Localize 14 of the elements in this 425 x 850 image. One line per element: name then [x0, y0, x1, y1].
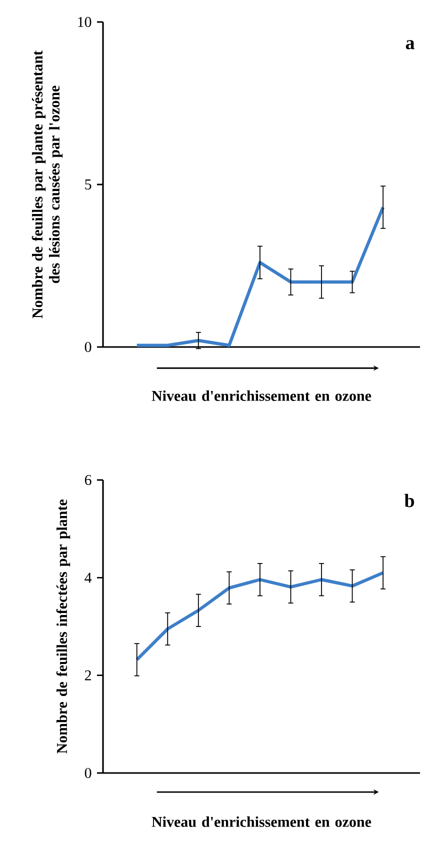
y-tick-label: 2 [84, 670, 91, 680]
line-series [135, 571, 385, 662]
annotation: a [406, 40, 415, 50]
y-tick-label: 0 [84, 342, 92, 352]
x-axis-title: Niveau d'enrichissement en ozone [152, 390, 372, 401]
y-axis-title: Nombre de feuilles infectées par plante [56, 500, 70, 754]
y-tick-label: 5 [85, 180, 92, 190]
y-tick-label: 6 [84, 474, 92, 486]
y-tick-label: 10 [78, 16, 92, 28]
x-axis-title: Niveau d'enrichissement en ozone [152, 816, 372, 827]
y-tick-label: 0 [84, 768, 92, 778]
y-axis-title: Nombre de feuilles par plante présentant des lésions causées par l'ozone [32, 50, 63, 318]
annotation: b [404, 494, 414, 508]
y-tick-label: 4 [84, 572, 92, 583]
